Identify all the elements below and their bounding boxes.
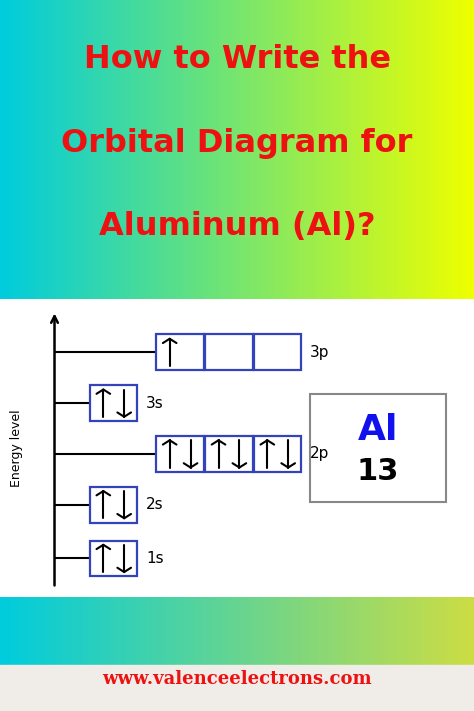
Bar — [310, 394, 446, 502]
Bar — [254, 334, 301, 370]
Text: Al: Al — [358, 412, 398, 447]
Text: How to Write the: How to Write the — [83, 44, 391, 75]
Text: 1s: 1s — [146, 551, 164, 566]
Bar — [156, 334, 204, 370]
Text: 13: 13 — [357, 457, 399, 486]
Bar — [205, 436, 253, 472]
Text: 2s: 2s — [146, 497, 164, 512]
Text: Orbital Diagram for: Orbital Diagram for — [61, 128, 413, 159]
Bar — [90, 385, 137, 421]
Bar — [156, 436, 204, 472]
Text: Aluminum (Al)?: Aluminum (Al)? — [99, 211, 375, 242]
Text: 3p: 3p — [310, 345, 329, 360]
Text: 3s: 3s — [146, 395, 164, 411]
Bar — [90, 487, 137, 523]
Text: Energy level: Energy level — [10, 409, 23, 487]
Bar — [205, 334, 253, 370]
Bar — [0, 665, 474, 711]
Bar — [90, 540, 137, 577]
Text: 2p: 2p — [310, 447, 329, 461]
Bar — [254, 436, 301, 472]
Text: www.valenceelectrons.com: www.valenceelectrons.com — [102, 670, 372, 688]
